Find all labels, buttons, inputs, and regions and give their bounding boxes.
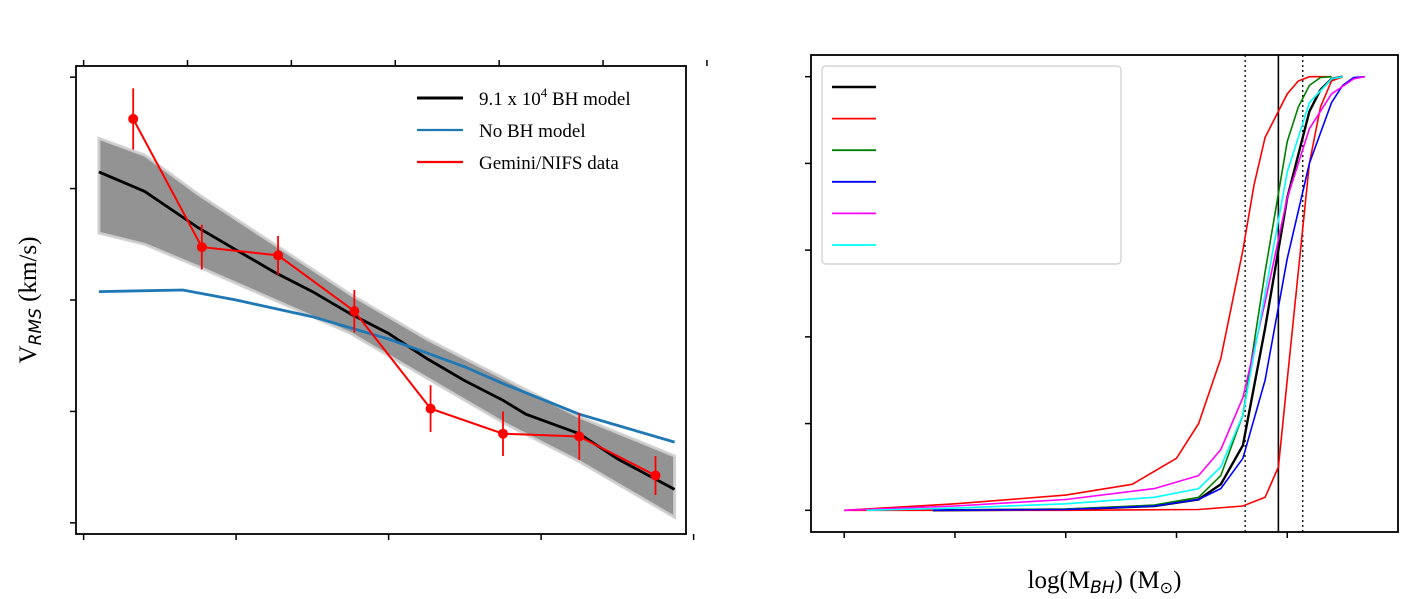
data-point [498,428,508,439]
legend-label-9-1-x-10-bh-model: 9.1 x 104 BH model [479,85,631,110]
data-point [196,242,207,253]
legend-box [821,65,1122,265]
data-point [128,113,139,124]
curve-spatial-offset [844,75,1332,512]
legend-label-gemini-nifs-data: Gemini/NIFS data [479,153,619,174]
data-point [349,306,360,317]
right-axes-frame [810,54,1399,533]
legend-label-no-bh-model: No BH model [479,121,586,142]
data-point [425,403,436,414]
series-line-gemini-nifs-data [132,118,656,477]
data-point [574,431,585,442]
right-legend [821,65,1122,265]
curve-without-star-subtraction [866,75,1343,512]
right-panel-cumulative-likelihood: log(MBH) (M⊙) [805,54,1399,598]
curve-f606w-mass-model [932,75,1365,512]
x-axis-label: log(MBH) (M⊙) [1028,567,1182,598]
data-point [650,470,661,481]
series-line-9-1-x-10-bh-model [98,170,676,491]
y-axis-label: VRMS (km/s) [15,237,46,364]
curve-color-m-l-mass-model [844,75,1365,512]
left-panel-vrms-vs-radius: VRMS (km/s) 9.1 x 104 BH model No BH model… [15,60,708,540]
data-point [273,250,284,261]
series-line-no-bh-model [98,288,675,444]
left-legend: 9.1 x 104 BH model No BH model Gemini/NIFS… [417,85,631,174]
curve-varying-kinematic-psfs [932,75,1332,512]
curve-spatial-offset-2 [844,75,1343,512]
model-ensemble-band [97,136,677,520]
